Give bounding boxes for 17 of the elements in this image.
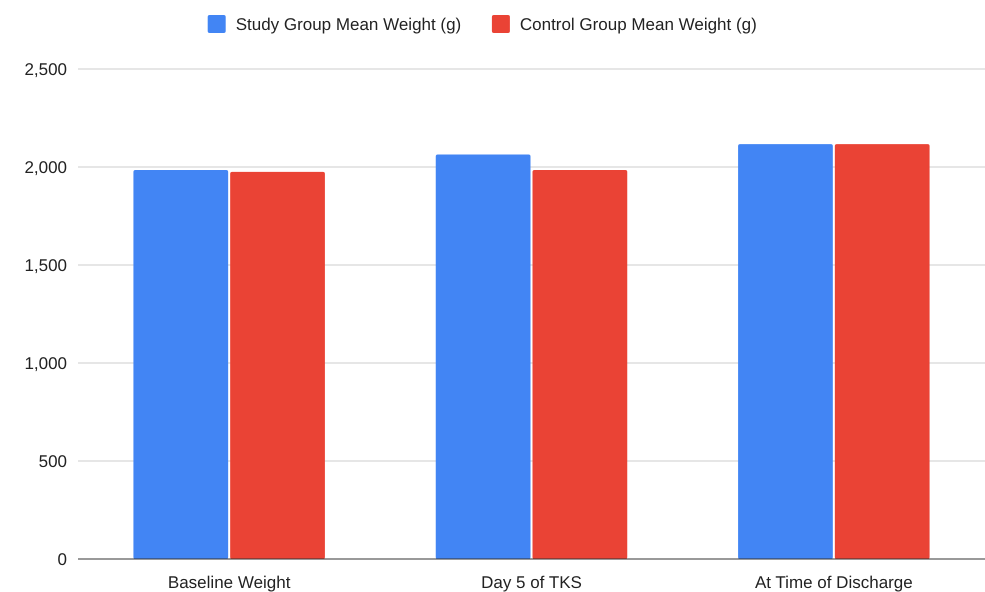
x-tick-label: Day 5 of TKS bbox=[481, 573, 582, 592]
x-tick-label: At Time of Discharge bbox=[754, 573, 913, 592]
y-tick-label: 1,000 bbox=[24, 354, 67, 373]
bar bbox=[230, 172, 325, 559]
x-tick-label: Baseline Weight bbox=[168, 573, 291, 592]
bar bbox=[436, 154, 530, 559]
y-tick-label: 1,500 bbox=[24, 256, 67, 275]
bar bbox=[738, 144, 833, 559]
legend-label: Study Group Mean Weight (g) bbox=[236, 14, 462, 34]
y-tick-label: 2,500 bbox=[24, 60, 67, 79]
y-tick-label: 500 bbox=[38, 452, 67, 471]
bar bbox=[532, 170, 628, 559]
y-tick-label: 0 bbox=[58, 550, 67, 569]
legend-label: Control Group Mean Weight (g) bbox=[520, 14, 757, 34]
y-tick-label: 2,000 bbox=[24, 158, 67, 177]
bar bbox=[834, 144, 930, 559]
bar bbox=[133, 170, 228, 559]
